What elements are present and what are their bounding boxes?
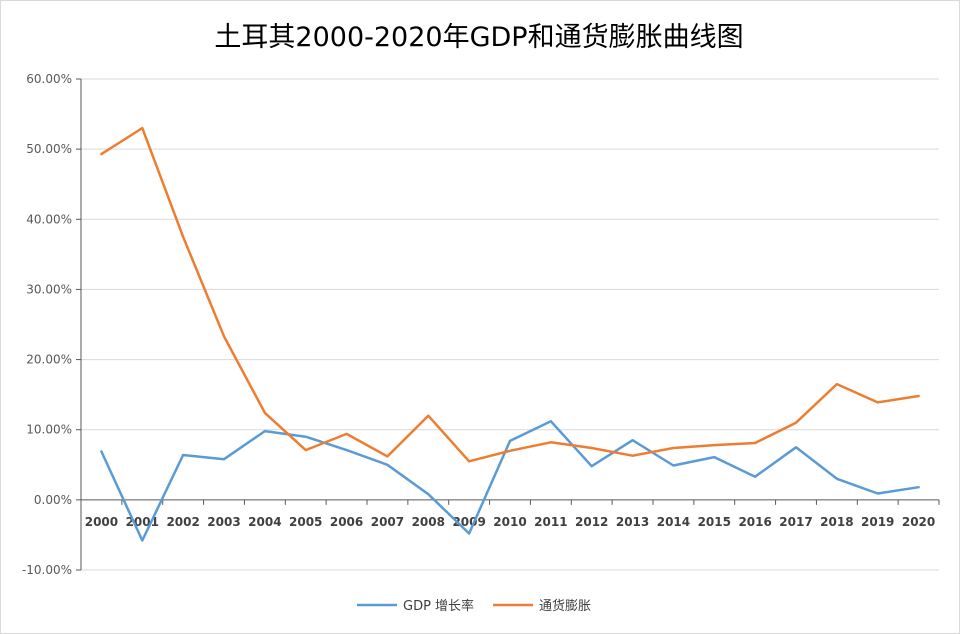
x-tick-label: 2020 <box>902 515 935 529</box>
legend-label-0: GDP 增长率 <box>403 598 474 614</box>
x-tick-label: 2008 <box>412 515 445 529</box>
x-tick-label: 2019 <box>861 515 894 529</box>
x-tick-label: 2006 <box>330 515 363 529</box>
y-tick-label: 10.00% <box>26 423 72 437</box>
x-tick-label: 2016 <box>738 515 771 529</box>
y-tick-label: 0.00% <box>34 493 72 507</box>
series-line-0 <box>100 420 920 542</box>
x-tick-label: 2000 <box>85 515 118 529</box>
series-lines <box>100 126 920 542</box>
y-axis-tick-labels: -10.00% 0.00% 10.00% 20.00% 30.00% 40.00% 50.0… <box>22 72 72 577</box>
x-tick-label: 2013 <box>616 515 649 529</box>
y-tick-label: 60.00% <box>26 72 72 86</box>
x-tick-label: 2010 <box>493 515 526 529</box>
y-tick-label: -10.00% <box>22 563 72 577</box>
axes <box>76 78 940 571</box>
x-tick-label: 2005 <box>289 515 322 529</box>
x-axis-tick-labels: 2000 2001 2002 2003 2004 2005 2006 2007 2008 2009… <box>85 515 936 529</box>
x-tick-label: 2003 <box>207 515 240 529</box>
y-tick-label: 20.00% <box>26 353 72 367</box>
y-tick-label: 40.00% <box>26 212 72 226</box>
x-tick-label: 2007 <box>371 515 404 529</box>
x-tick-label: 2015 <box>698 515 731 529</box>
series-line-1 <box>100 126 920 463</box>
x-tick-label: 2014 <box>657 515 690 529</box>
y-tick-label: 50.00% <box>26 142 72 156</box>
gridlines <box>81 78 939 571</box>
y-tick-label: 30.00% <box>26 282 72 296</box>
x-tick-label: 2002 <box>166 515 199 529</box>
legend-label-1: 通货膨胀 <box>539 598 591 614</box>
x-tick-label: 2011 <box>534 515 567 529</box>
x-tick-label: 2018 <box>820 515 853 529</box>
x-tick-label: 2004 <box>248 515 281 529</box>
x-tick-label: 2012 <box>575 515 608 529</box>
legend: GDP 增长率 通货膨胀 <box>357 598 591 614</box>
x-tick-label: 2017 <box>779 515 812 529</box>
chart-title: 土耳其2000-2020年GDP和通货膨胀曲线图 <box>214 22 743 53</box>
